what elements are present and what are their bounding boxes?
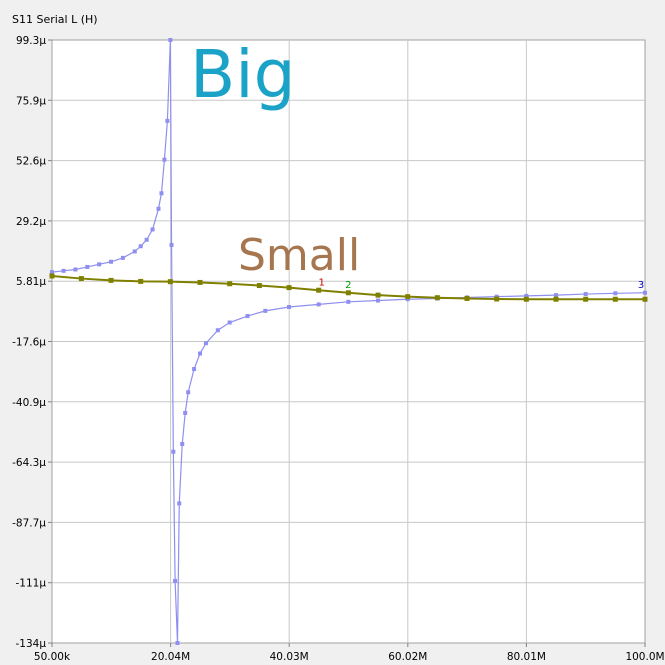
x-tick-label: 60.02M: [388, 651, 427, 663]
data-point: [316, 287, 322, 293]
data-point: [345, 290, 351, 296]
data-point: [375, 292, 381, 298]
data-point: [346, 299, 351, 304]
data-point: [168, 38, 173, 42]
y-tick-label: -64.3µ: [12, 457, 46, 469]
data-point: [524, 293, 529, 298]
data-point: [287, 304, 292, 309]
tick-labels: 99.3µ 75.9µ 52.6µ 29.2µ 5.81µ -17.6µ -40.9µ -64…: [12, 35, 664, 663]
y-tick-label: 29.2µ: [16, 216, 46, 228]
data-point: [183, 410, 188, 415]
y-tick-label: 52.6µ: [16, 156, 46, 168]
data-point: [376, 298, 381, 303]
data-point: [286, 285, 292, 291]
data-point: [215, 328, 220, 333]
data-point: [554, 293, 559, 298]
markers-layer: 1 2 3: [318, 277, 644, 290]
data-point: [50, 270, 54, 275]
series-1: [50, 38, 647, 645]
y-tick-label: -40.9µ: [12, 397, 46, 409]
data-point: [434, 295, 440, 301]
data-point: [405, 294, 411, 300]
data-point: [138, 278, 144, 284]
y-tick-label: -17.6µ: [12, 337, 46, 349]
annotation-big: Big: [190, 36, 296, 113]
data-point: [227, 281, 233, 287]
data-point: [171, 449, 176, 454]
series-layer: [49, 38, 648, 645]
x-tick-label: 100.0M: [625, 651, 664, 663]
data-point: [583, 296, 589, 302]
y-tick-label: 99.3µ: [16, 35, 46, 47]
data-point: [108, 277, 114, 283]
data-point: [186, 390, 191, 395]
y-tick-label: -111µ: [15, 578, 46, 590]
data-point: [245, 314, 250, 319]
marker-3: 3: [638, 280, 644, 291]
data-point: [138, 244, 143, 249]
data-point: [583, 292, 588, 297]
y-tick-label: 75.9µ: [16, 95, 46, 107]
x-tick-label: 20.04M: [151, 651, 190, 663]
data-point: [78, 276, 84, 282]
data-point: [173, 578, 178, 583]
data-point: [73, 267, 78, 272]
data-point: [159, 191, 164, 196]
data-point: [642, 296, 648, 302]
x-tick-label: 40.03M: [270, 651, 309, 663]
marker-1: 1: [318, 277, 324, 288]
data-point: [109, 259, 114, 264]
data-point: [61, 268, 66, 273]
data-point: [180, 441, 185, 446]
data-point: [197, 279, 203, 285]
data-point: [165, 118, 170, 123]
data-point: [612, 296, 618, 302]
data-point: [144, 237, 149, 242]
data-point: [49, 273, 55, 279]
data-point: [97, 262, 102, 267]
data-point: [169, 242, 174, 247]
data-point: [132, 249, 137, 254]
data-point: [198, 351, 203, 356]
data-point: [405, 297, 410, 302]
data-point: [523, 296, 529, 302]
data-point: [156, 206, 161, 211]
marker-2: 2: [345, 280, 351, 291]
data-point: [175, 641, 180, 645]
y-tick-label: -134µ: [15, 638, 46, 650]
data-point: [263, 308, 268, 313]
series-2: [49, 273, 648, 302]
y-tick-label: -87.7µ: [12, 517, 46, 529]
y-tick-label: 5.81µ: [16, 276, 46, 288]
data-point: [464, 295, 470, 301]
data-point: [227, 320, 232, 325]
data-point: [192, 367, 197, 372]
grid: [48, 39, 646, 647]
data-point: [120, 255, 125, 260]
data-point: [643, 290, 647, 295]
data-point: [85, 264, 90, 269]
data-point: [162, 157, 167, 162]
annotation-small: Small: [238, 230, 360, 281]
data-point: [553, 296, 559, 302]
data-point: [203, 341, 208, 346]
data-point: [613, 291, 618, 296]
data-point: [494, 296, 500, 302]
annotations-layer: Big Small: [190, 36, 360, 281]
data-point: [167, 279, 173, 285]
data-point: [316, 302, 321, 307]
data-point: [150, 227, 155, 232]
chart-title: S11 Serial L (H): [12, 13, 98, 26]
data-point: [256, 283, 262, 289]
x-tick-label: 80.01M: [507, 651, 546, 663]
x-tick-label: 50.00k: [34, 651, 71, 663]
data-point: [177, 501, 182, 506]
